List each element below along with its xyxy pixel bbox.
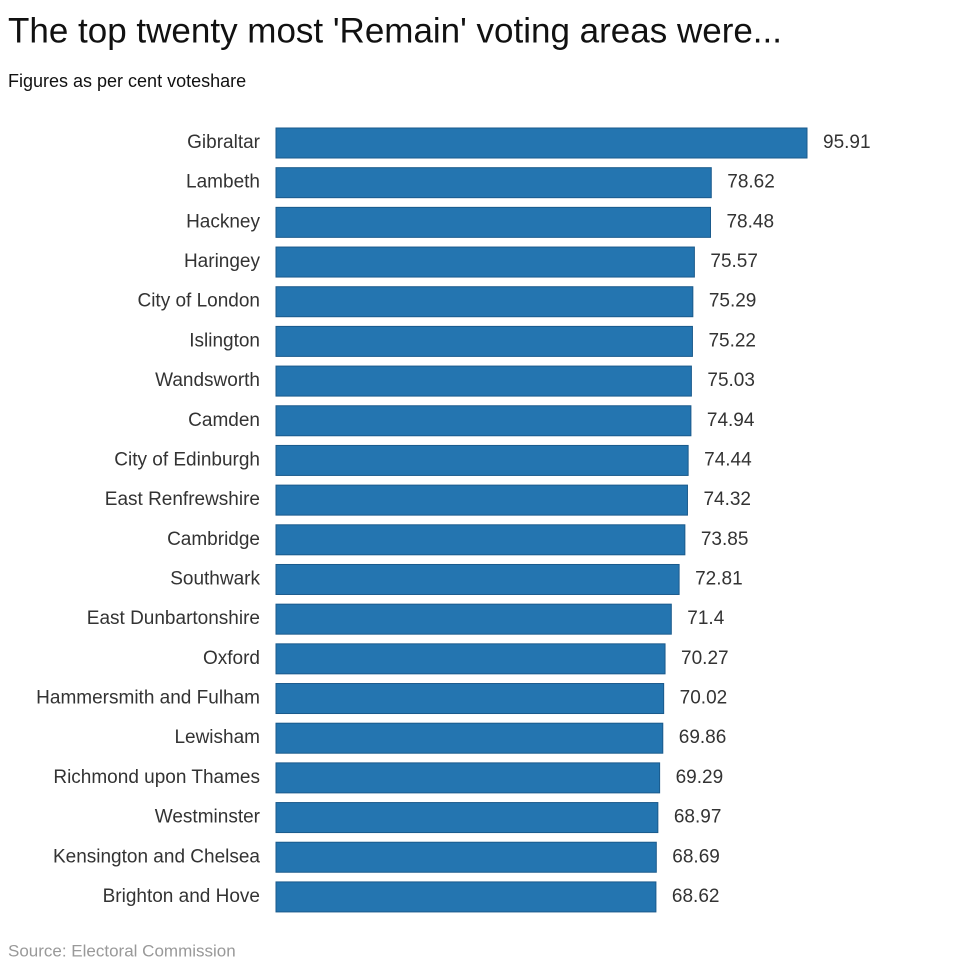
category-label: Lambeth	[186, 172, 260, 193]
category-label: Wandsworth	[155, 370, 260, 391]
bar	[275, 841, 657, 873]
bar	[275, 881, 657, 913]
bar	[275, 365, 692, 397]
value-label: 74.44	[704, 449, 752, 470]
value-label: 74.94	[707, 410, 755, 431]
value-label: 69.86	[679, 727, 727, 748]
value-label: 68.69	[672, 846, 720, 867]
category-label: East Renfrewshire	[105, 489, 260, 510]
bar	[275, 603, 672, 635]
value-label: 70.27	[681, 648, 729, 669]
value-label: 70.02	[680, 688, 728, 709]
value-label: 78.48	[726, 211, 774, 232]
bar	[275, 444, 689, 476]
category-label: Richmond upon Thames	[53, 767, 260, 788]
bar	[275, 405, 692, 437]
category-label: Brighton and Hove	[103, 886, 260, 907]
category-label: Oxford	[203, 648, 260, 669]
value-label: 69.29	[676, 767, 724, 788]
bar	[275, 286, 694, 318]
bar	[275, 643, 666, 675]
value-label: 68.62	[672, 886, 720, 907]
category-label: Kensington and Chelsea	[53, 846, 260, 867]
value-label: 75.03	[707, 370, 755, 391]
category-label: Southwark	[170, 568, 260, 589]
bar	[275, 683, 665, 715]
bar	[275, 802, 659, 834]
category-label: Lewisham	[174, 727, 260, 748]
category-label: Cambridge	[167, 529, 260, 550]
value-label: 75.22	[708, 330, 756, 351]
value-label: 68.97	[674, 807, 722, 828]
category-label: Islington	[189, 330, 260, 351]
value-label: 78.62	[727, 172, 775, 193]
chart-title: The top twenty most 'Remain' voting area…	[8, 11, 782, 50]
value-label: 95.91	[823, 132, 871, 153]
category-label: Hackney	[186, 211, 260, 232]
bar	[275, 325, 693, 357]
value-label: 75.57	[710, 251, 758, 272]
bar	[275, 167, 712, 199]
bar	[275, 762, 661, 794]
value-label: 73.85	[701, 529, 749, 550]
source-note: Source: Electoral Commission	[8, 941, 236, 960]
chart-subtitle: Figures as per cent voteshare	[8, 71, 246, 91]
bar	[275, 484, 688, 516]
category-label: Gibraltar	[187, 132, 261, 153]
value-label: 75.29	[709, 291, 757, 312]
category-label: East Dunbartonshire	[87, 608, 260, 629]
category-label: Haringey	[184, 251, 261, 272]
category-label: Camden	[188, 410, 260, 431]
bar	[275, 127, 808, 159]
value-label: 71.4	[687, 608, 724, 629]
value-label: 72.81	[695, 568, 743, 589]
bar	[275, 722, 664, 754]
category-label: City of Edinburgh	[114, 449, 260, 470]
value-label: 74.32	[703, 489, 751, 510]
category-label: Westminster	[155, 807, 261, 828]
bar	[275, 246, 695, 278]
category-label: Hammersmith and Fulham	[36, 688, 260, 709]
bar	[275, 563, 680, 595]
category-label: City of London	[137, 291, 260, 312]
bar	[275, 206, 711, 238]
bar	[275, 524, 686, 556]
